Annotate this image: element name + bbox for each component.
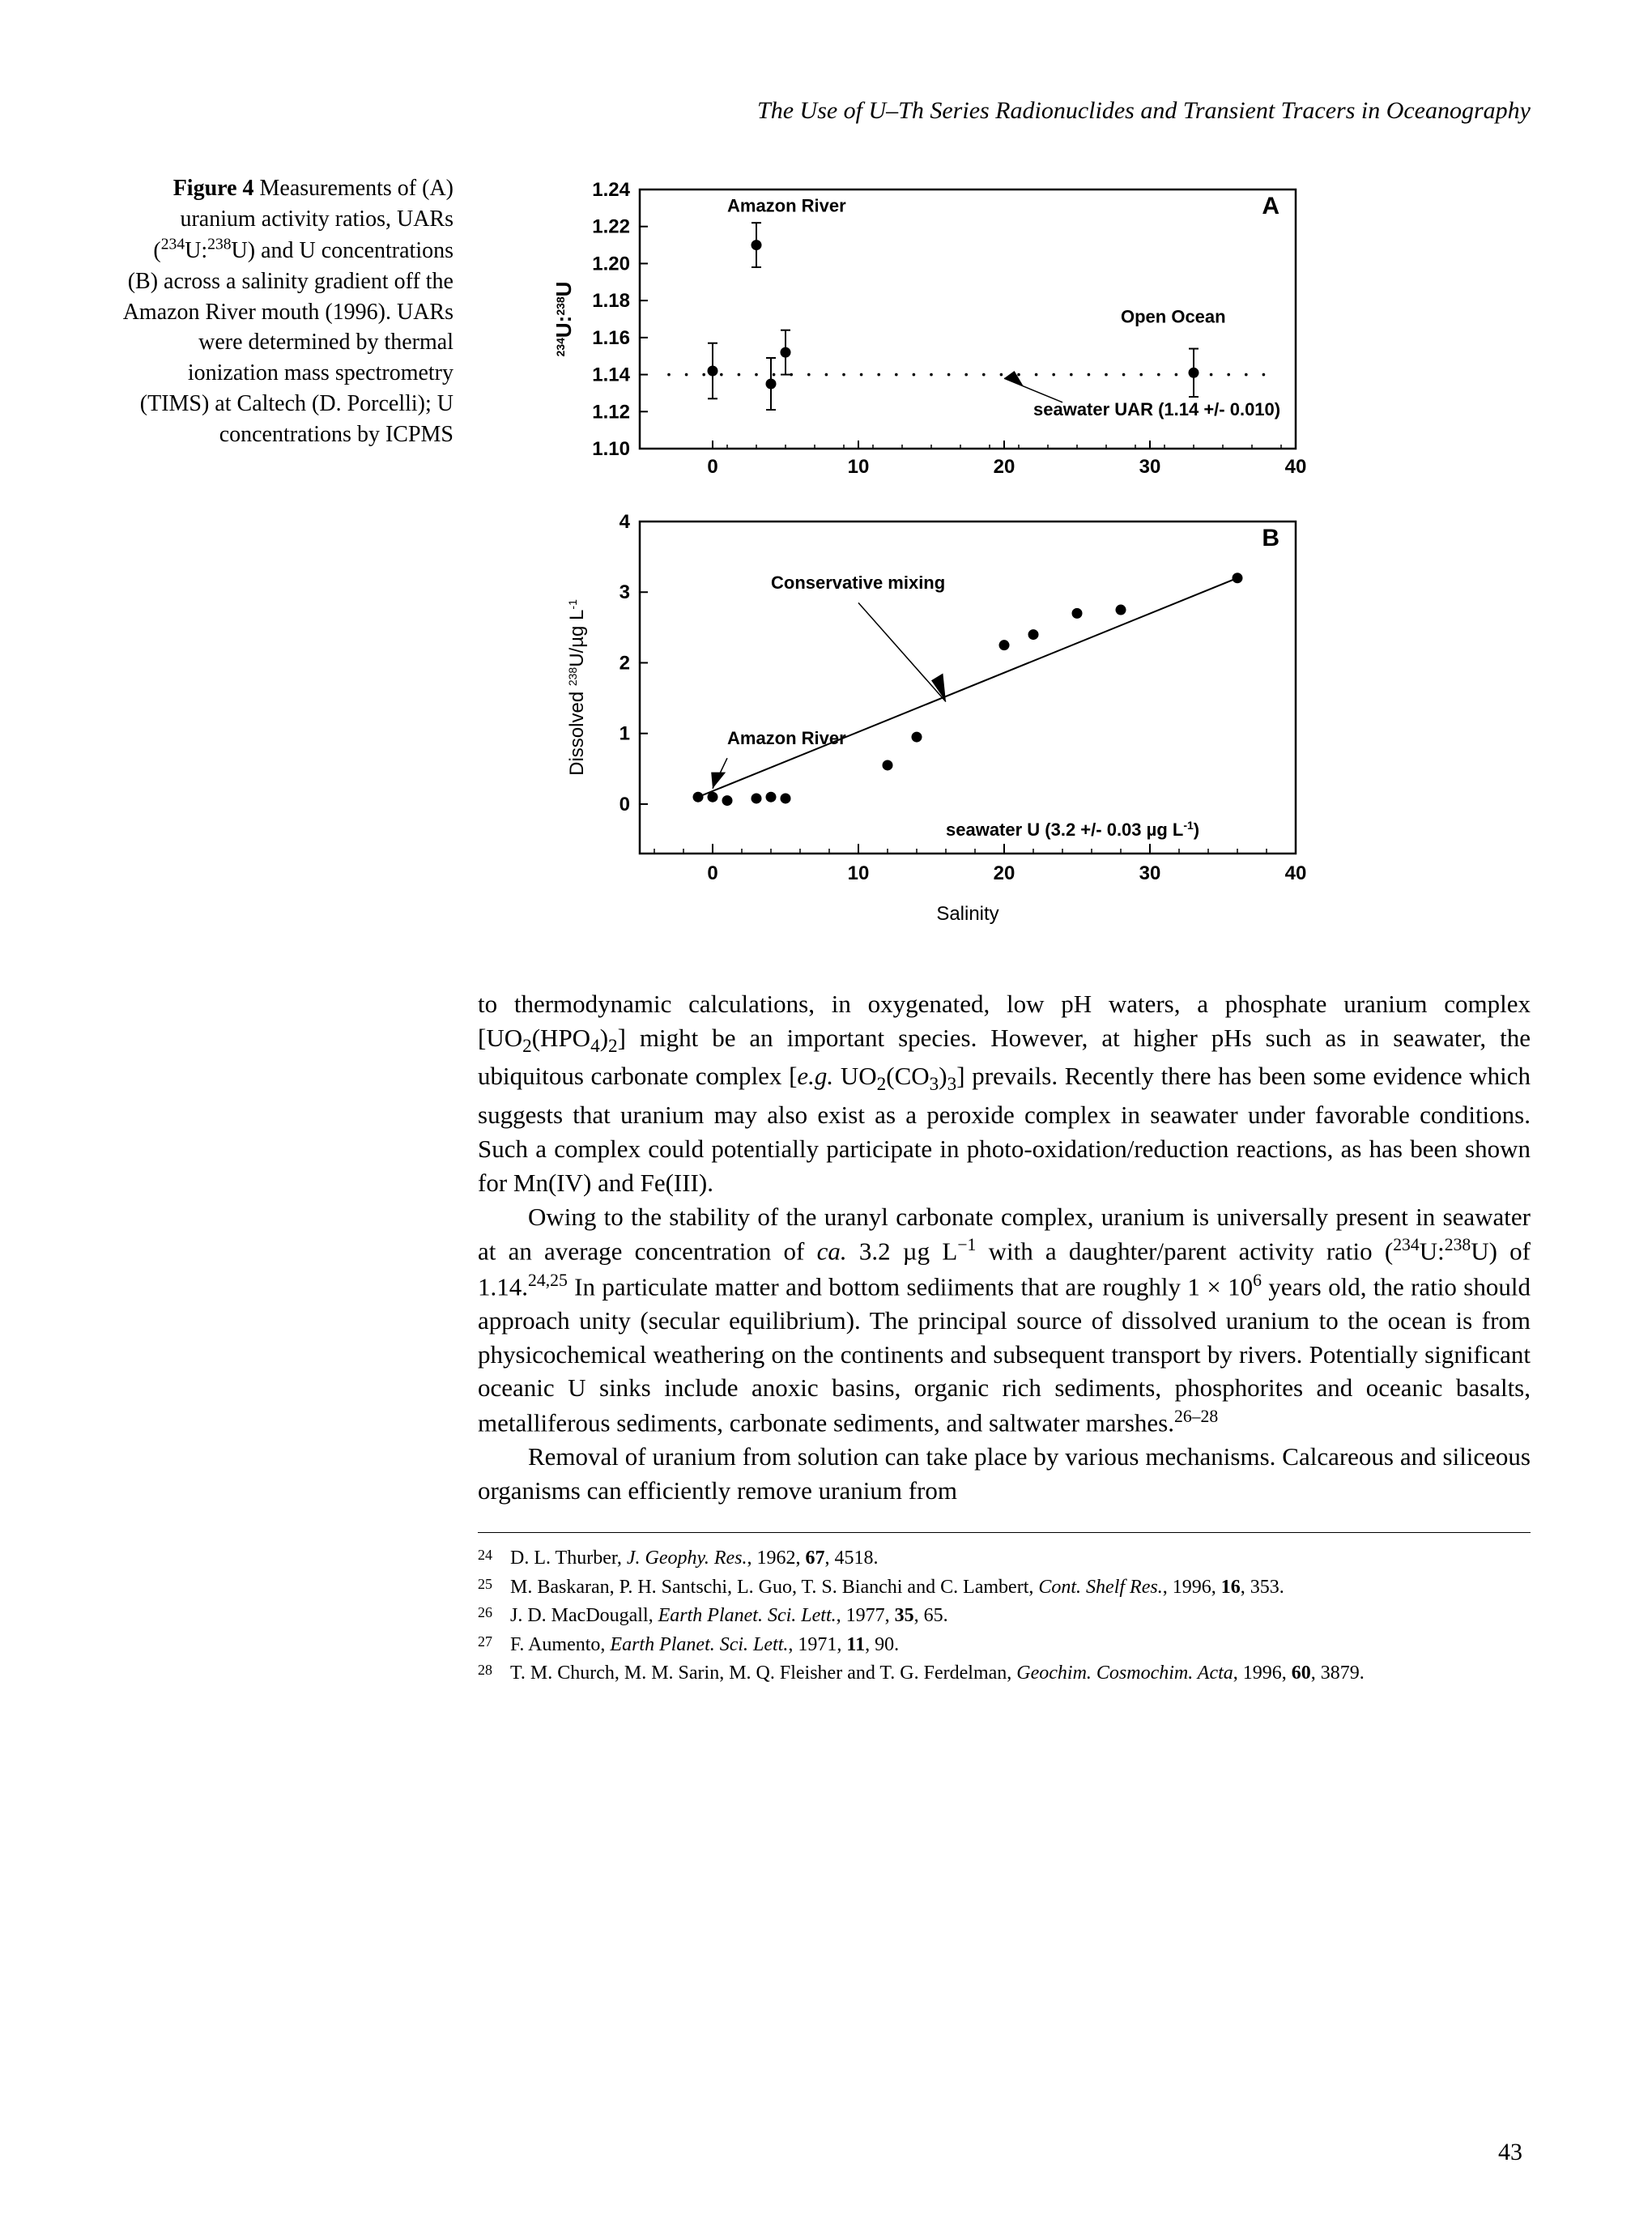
paragraph-2: Owing to the stability of the uranyl car… [478, 1200, 1531, 1441]
svg-text:40: 40 [1285, 456, 1307, 478]
svg-text:Conservative mixing: Conservative mixing [771, 573, 945, 593]
svg-text:Dissolved 238U/µg L-1: Dissolved 238U/µg L-1 [566, 599, 588, 776]
svg-text:10: 10 [848, 862, 870, 884]
svg-text:1: 1 [620, 723, 630, 745]
svg-text:20: 20 [994, 456, 1015, 478]
svg-text:30: 30 [1139, 456, 1161, 478]
svg-text:40: 40 [1285, 862, 1307, 884]
svg-text:1.16: 1.16 [592, 327, 630, 349]
svg-text:1.10: 1.10 [592, 438, 630, 460]
svg-text:1.20: 1.20 [592, 253, 630, 275]
page-number: 43 [1498, 2139, 1522, 2166]
svg-text:seawater U (3.2 +/- 0.03 µg L-: seawater U (3.2 +/- 0.03 µg L-1) [946, 819, 1199, 840]
svg-text:Open Ocean: Open Ocean [1121, 307, 1226, 327]
reference-item: 28T. M. Church, M. M. Sarin, M. Q. Fleis… [478, 1660, 1531, 1688]
panel-b-chart: 01234010203040SalinityDissolved 238U/µg … [478, 505, 1336, 935]
svg-text:Amazon River: Amazon River [727, 728, 846, 748]
reference-item: 25M. Baskaran, P. H. Santschi, L. Guo, T… [478, 1574, 1531, 1602]
svg-text:Amazon River: Amazon River [727, 195, 846, 215]
figure-block: Figure 4 Measurements of (A) uranium act… [121, 173, 1531, 935]
paragraph-1: to thermodynamic calculations, in oxygen… [478, 987, 1531, 1200]
references: 24D. L. Thurber, J. Geophy. Res., 1962, … [478, 1532, 1531, 1688]
svg-text:0: 0 [707, 456, 717, 478]
svg-text:Salinity: Salinity [936, 903, 998, 925]
svg-text:3: 3 [620, 581, 630, 603]
svg-text:10: 10 [848, 456, 870, 478]
svg-text:0: 0 [707, 862, 717, 884]
running-head: The Use of U–Th Series Radionuclides and… [121, 97, 1531, 125]
svg-text:4: 4 [620, 511, 631, 533]
svg-text:20: 20 [994, 862, 1015, 884]
svg-text:0: 0 [620, 794, 630, 815]
paragraph-3: Removal of uranium from solution can tak… [478, 1440, 1531, 1508]
figure-charts: 1.101.121.141.161.181.201.221.2401020304… [478, 173, 1336, 935]
svg-text:234U:238U: 234U:238U [551, 282, 576, 357]
svg-text:1.14: 1.14 [592, 364, 630, 386]
panel-a-chart: 1.10 1.12 1.14 1.16 1.18 1.20 1.22 1.24 0 10 20 30 4… [478, 173, 1336, 505]
svg-text:1.18: 1.18 [592, 290, 630, 312]
svg-text:2: 2 [620, 652, 630, 674]
svg-text:1.24: 1.24 [592, 179, 630, 201]
svg-text:B: B [1262, 525, 1279, 551]
reference-item: 27F. Aumento, Earth Planet. Sci. Lett., … [478, 1632, 1531, 1659]
svg-text:1.12: 1.12 [592, 401, 630, 423]
body-text: to thermodynamic calculations, in oxygen… [478, 987, 1531, 1508]
svg-text:seawater UAR (1.14 +/- 0.010): seawater UAR (1.14 +/- 0.010) [1033, 399, 1280, 419]
figure-label: Figure 4 [173, 176, 254, 201]
figure-caption: Figure 4 Measurements of (A) uranium act… [121, 173, 453, 935]
svg-text:A: A [1262, 193, 1279, 219]
svg-text:1.22: 1.22 [592, 216, 630, 238]
reference-item: 26J. D. MacDougall, Earth Planet. Sci. L… [478, 1603, 1531, 1630]
reference-item: 24D. L. Thurber, J. Geophy. Res., 1962, … [478, 1545, 1531, 1573]
figure-caption-text: Measurements of (A) uranium activity rat… [123, 176, 453, 447]
svg-text:30: 30 [1139, 862, 1161, 884]
